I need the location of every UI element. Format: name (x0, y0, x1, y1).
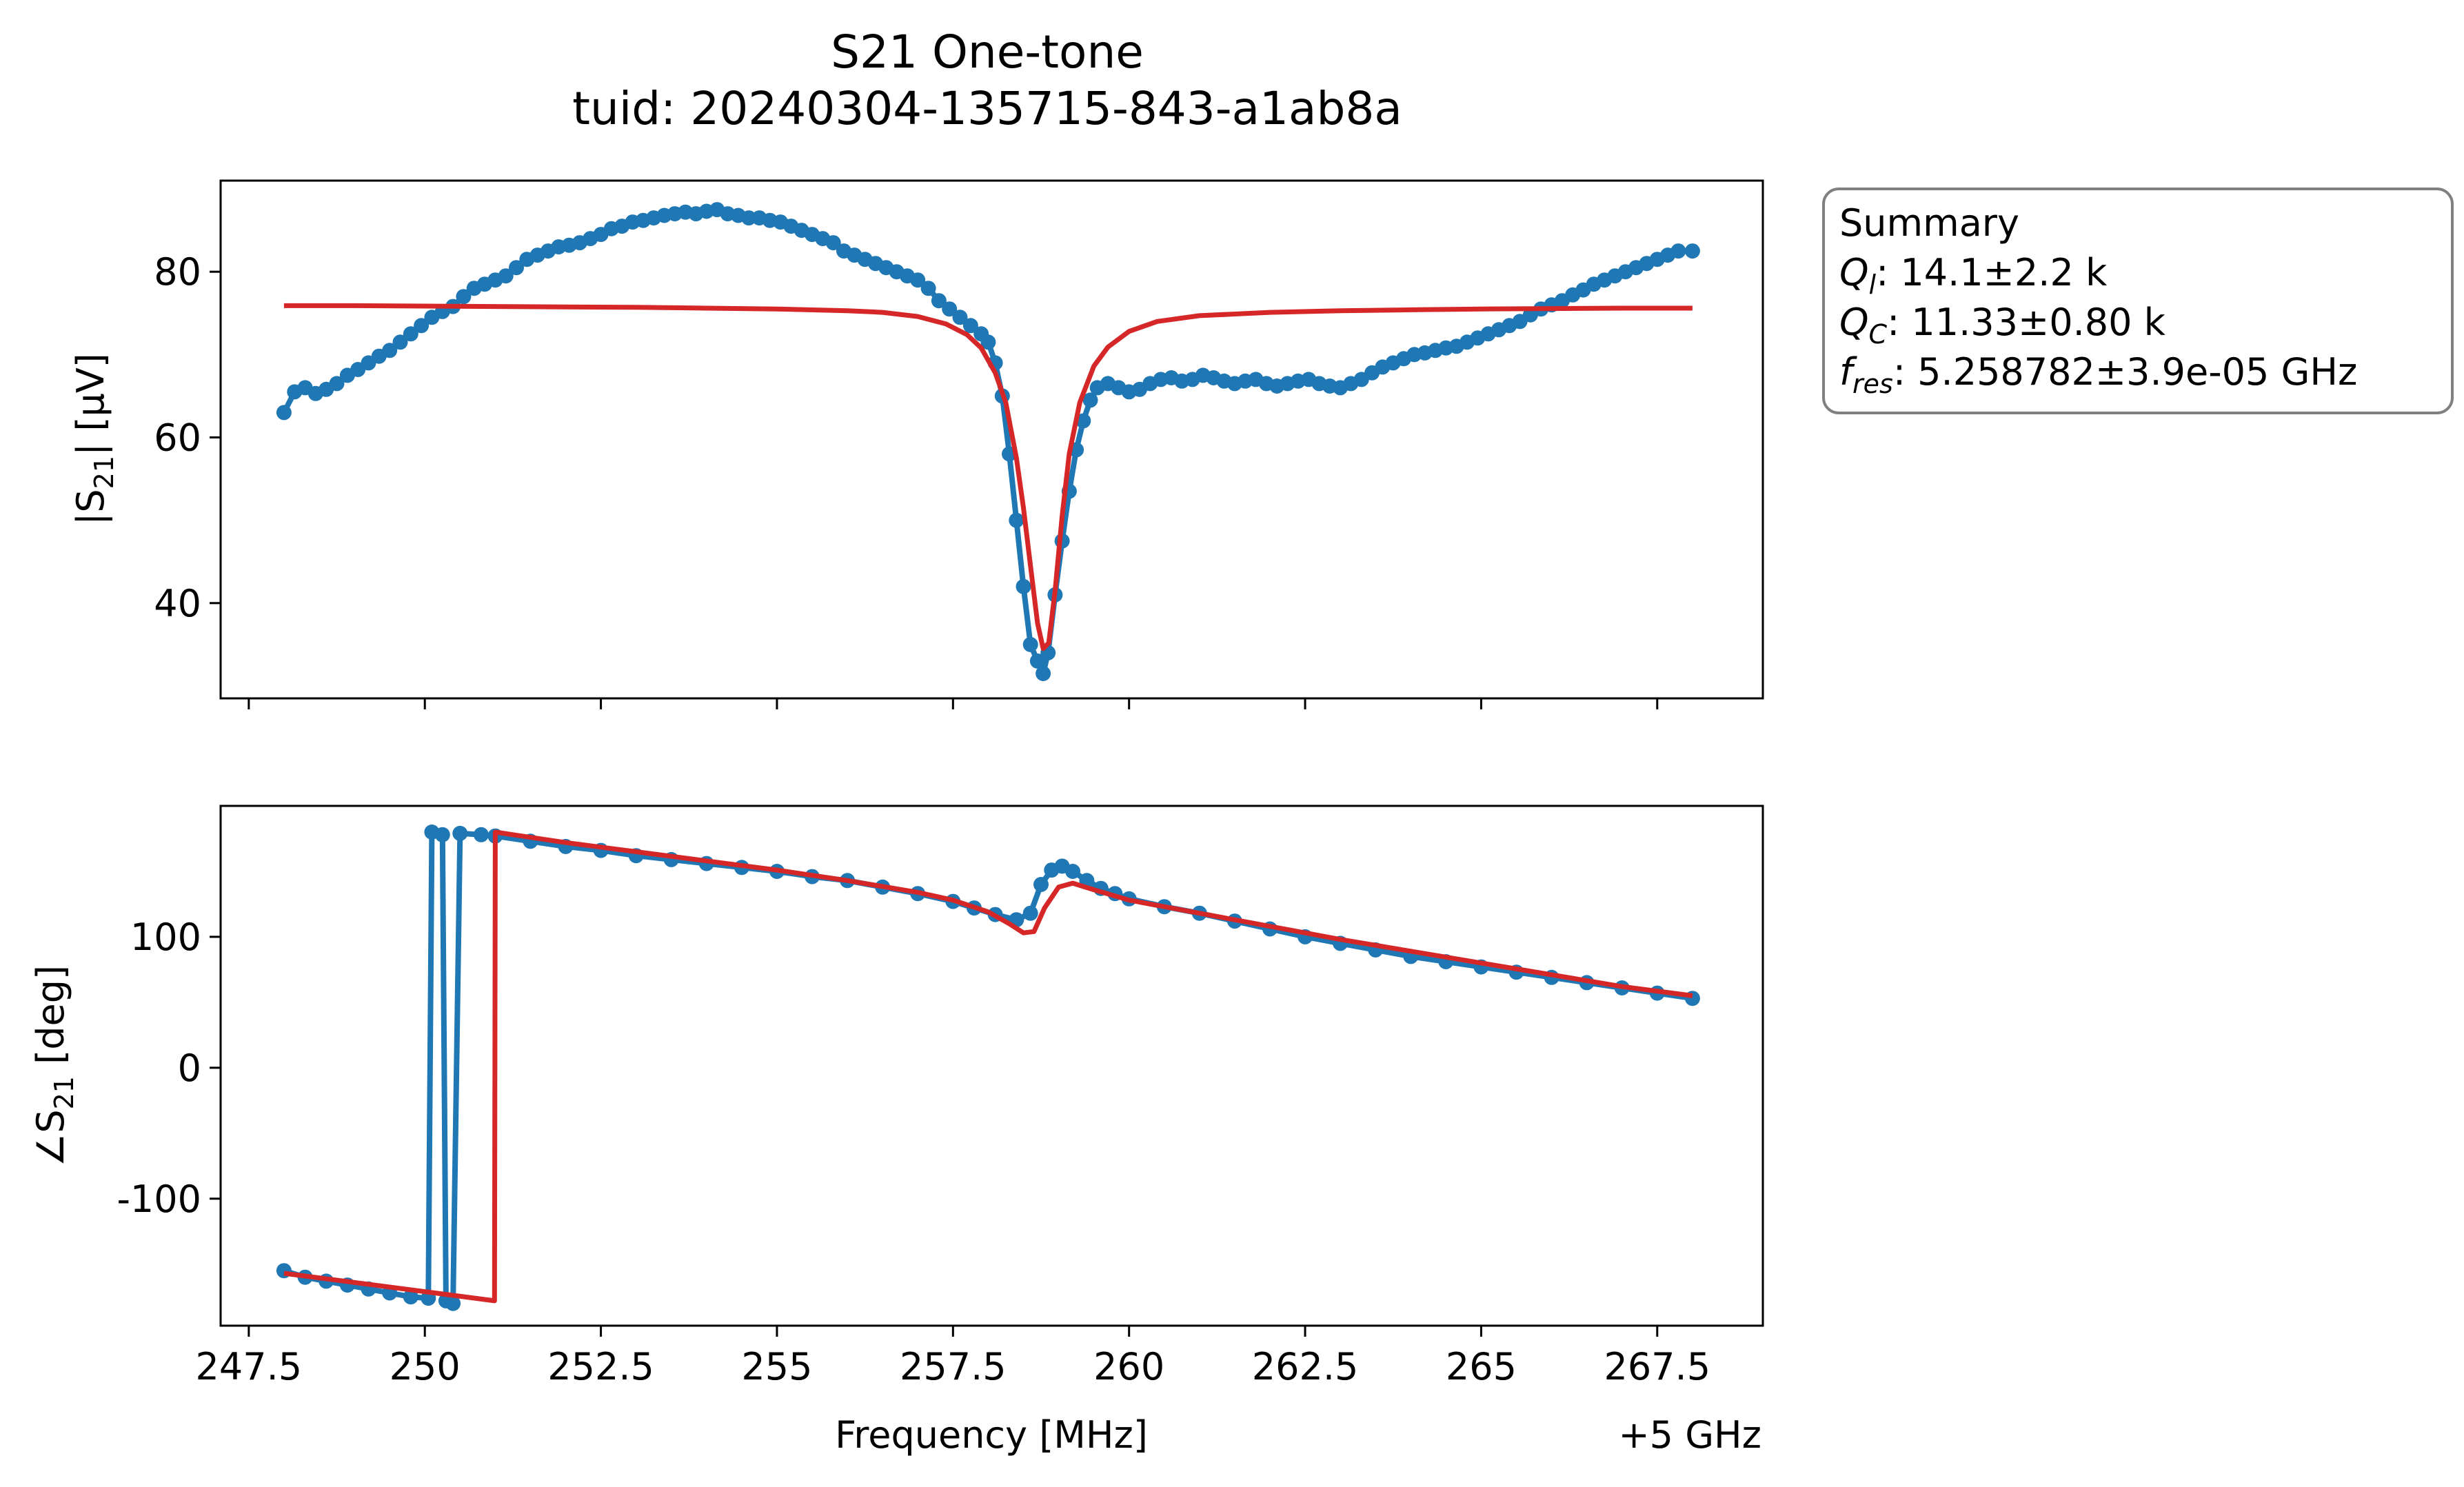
magnitude-data-point (741, 210, 757, 226)
magnitude-data-point (1009, 512, 1024, 528)
phase-data-point (1022, 905, 1038, 921)
magnitude-data-point (980, 334, 996, 350)
magnitude-fit-line (283, 303, 1693, 651)
magnitude-data-point (962, 318, 978, 334)
magnitude-data-point (825, 235, 841, 251)
magnitude-data-point (414, 318, 430, 334)
magnitude-data-point (910, 272, 926, 288)
magnitude-x-ticks (248, 698, 1659, 709)
magnitude-axes-frame (219, 179, 1764, 700)
magnitude-data-point (392, 334, 408, 350)
magnitude-y-tick-label: 80 (154, 250, 201, 294)
summary-box-frame (1822, 188, 2454, 414)
magnitude-data-point (276, 405, 292, 421)
magnitude-data-point (1670, 243, 1686, 259)
magnitude-data-point (942, 301, 958, 317)
summary-heading: Summary (1839, 201, 2019, 245)
magnitude-data-point (456, 289, 472, 305)
phase-plot-area (276, 825, 1700, 1311)
phase-y-tick-label: -100 (117, 1177, 201, 1221)
magnitude-data-point (1082, 392, 1098, 408)
magnitude-y-tick-label: 40 (154, 582, 201, 625)
phase-x-ticks: 247.5 250 252.5 255 257.5 260 262.5 265 267.5 (196, 1326, 1710, 1388)
phase-panel: -100 0 100 247.5 250 252.5 255 257.5 260 262.5 26… (29, 805, 1764, 1457)
magnitude-data-point (509, 260, 524, 276)
phase-data-point (452, 825, 468, 841)
magnitude-plot-area (276, 202, 1700, 681)
phase-y-tick-label: 100 (130, 916, 201, 959)
magnitude-data-point (1076, 413, 1091, 429)
phase-data-point (445, 1295, 461, 1311)
magnitude-y-axis-label: |S21| [µV] (69, 353, 119, 525)
phase-y-axis-label: ∠S21 [deg] (29, 965, 79, 1166)
magnitude-panel: 40 60 80 |S21| [µV] (69, 179, 1764, 709)
phase-y-ticks: -100 0 100 (117, 916, 221, 1221)
summary-ql: Ql: 14.1±2.2 k (1839, 251, 2108, 300)
magnitude-y-tick-label: 60 (154, 416, 201, 459)
x-tick-label: 265 (1446, 1345, 1517, 1388)
x-tick-label: 267.5 (1604, 1345, 1710, 1388)
magnitude-data-point (1022, 636, 1038, 652)
magnitude-data-point (1036, 666, 1051, 681)
magnitude-data-point (382, 343, 398, 358)
magnitude-data-point (1016, 578, 1031, 594)
x-tick-label: 247.5 (196, 1345, 303, 1388)
magnitude-data-point (931, 293, 947, 309)
summary-qc: QC: 11.33±0.80 k (1839, 301, 2166, 350)
phase-data-point (1065, 864, 1080, 879)
x-tick-label: 257.5 (900, 1345, 1007, 1388)
magnitude-data-point (952, 310, 968, 325)
magnitude-data-point (498, 268, 514, 284)
phase-data-point (1033, 877, 1049, 892)
phase-fit-line (283, 829, 1693, 1304)
magnitude-data-point (329, 376, 345, 392)
x-axis-label: Frequency [MHz] (835, 1413, 1148, 1457)
x-tick-label: 250 (390, 1345, 461, 1388)
phase-data-point (473, 827, 489, 842)
x-tick-label: 262.5 (1252, 1345, 1359, 1388)
summary-fres: fres: 5.258782±3.9e-05 GHz (1839, 350, 2357, 399)
figure-subtitle: tuid: 20240304-135715-843-a1ab8a (572, 82, 1402, 135)
phase-y-tick-label: 0 (178, 1046, 201, 1090)
magnitude-data-point (920, 281, 936, 296)
magnitude-data-point (1684, 243, 1700, 259)
x-tick-label: 252.5 (547, 1345, 654, 1388)
magnitude-y-ticks: 40 60 80 (154, 250, 221, 625)
x-tick-label: 255 (741, 1345, 812, 1388)
figure-title: S21 One-tone (831, 26, 1144, 79)
x-tick-label: 260 (1093, 1345, 1164, 1388)
phase-axes-frame (219, 805, 1764, 1327)
summary-box: Summary Ql: 14.1±2.2 k QC: 11.33±0.80 k … (1822, 188, 2454, 414)
magnitude-data-point (1029, 653, 1045, 669)
phase-data-point (403, 1289, 418, 1305)
magnitude-data-point (403, 326, 418, 342)
phase-data-point (434, 827, 450, 842)
x-axis-offset-label: +5 GHz (1618, 1413, 1761, 1457)
